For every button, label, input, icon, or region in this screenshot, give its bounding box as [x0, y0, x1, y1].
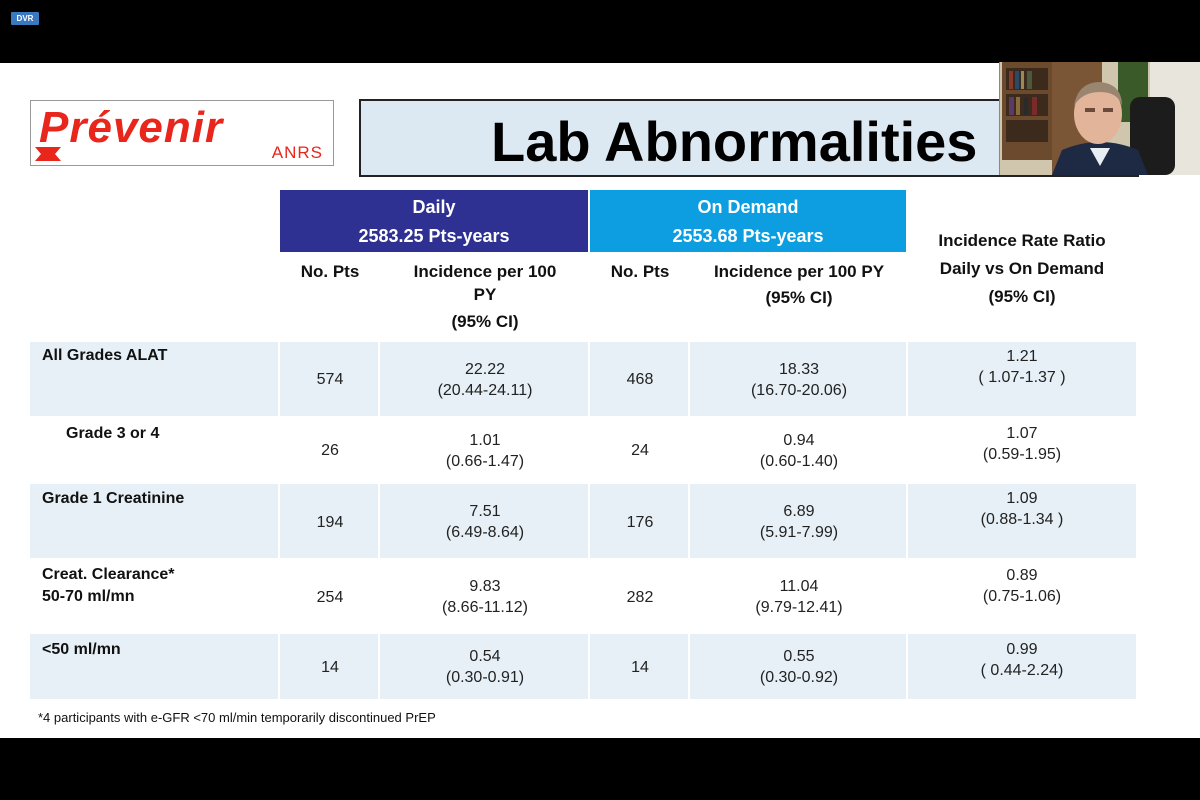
ondemand-incidence: 0.94 (0.60-1.40): [759, 432, 839, 470]
col-header-line: PY: [473, 285, 497, 304]
daily-group-sub: 2583.25 Pts-years: [358, 226, 510, 246]
ondemand-group-sub: 2553.68 Pts-years: [672, 226, 824, 246]
col-header-line: (95% CI): [765, 288, 833, 307]
row-label: <50 ml/mn: [42, 641, 121, 658]
daily-no-pts: 14: [321, 659, 339, 676]
ondemand-group-name: On Demand: [697, 197, 799, 217]
ondemand-no-pts: 282: [626, 589, 654, 606]
ondemand-incidence: 11.04 (9.79-12.41): [755, 578, 843, 616]
col-header-line: Incidence Rate Ratio: [938, 231, 1106, 250]
logo-sub: ANRS: [271, 143, 323, 162]
daily-no-pts: 194: [316, 514, 344, 531]
irr-value: 1.07 (0.59-1.95): [982, 425, 1062, 463]
ondemand-incidence: 0.55 (0.30-0.92): [759, 648, 839, 686]
prevenir-logo: Prévenir ANRS: [30, 100, 334, 166]
ondemand-no-pts: 24: [631, 442, 649, 459]
daily-incidence: 1.01 (0.66-1.47): [445, 432, 525, 470]
daily-incidence: 22.22 (20.44-24.11): [437, 361, 533, 399]
ondemand-incidence: 18.33 (16.70-20.06): [750, 361, 848, 399]
ondemand-group-header: On Demand 2553.68 Pts-years: [590, 190, 906, 252]
ondemand-no-pts: 176: [626, 514, 654, 531]
daily-no-pts: 574: [316, 371, 344, 388]
row-label: Grade 3 or 4: [66, 425, 160, 442]
presentation-slide: Prévenir ANRS Lab Abnormalities Daily 25…: [0, 63, 1200, 738]
col-header-ondemand-incidence: Incidence per 100 PY (95% CI): [692, 260, 906, 309]
daily-incidence: 7.51 (6.49-8.64): [445, 503, 525, 541]
ondemand-no-pts: 14: [631, 659, 649, 676]
col-header-line: Incidence per 100 PY: [713, 262, 885, 281]
logo-word: Prévenir: [39, 103, 224, 152]
dvr-badge: DVR: [11, 12, 39, 25]
daily-incidence: 9.83 (8.66-11.12): [442, 578, 528, 616]
ribbon-icon: [35, 147, 61, 161]
presenter-webcam: [999, 62, 1200, 175]
footnote: *4 participants with e-GFR <70 ml/min te…: [38, 710, 436, 725]
daily-no-pts: 254: [316, 589, 344, 606]
daily-group-name: Daily: [412, 197, 456, 217]
ondemand-no-pts: 468: [626, 371, 654, 388]
irr-value: 0.99( 0.44-2.24): [980, 641, 1064, 679]
col-header-daily-no-pts: No. Pts: [300, 262, 360, 281]
col-header-line: Incidence per 100: [413, 262, 557, 281]
daily-no-pts: 26: [321, 442, 339, 459]
daily-incidence: 0.54 (0.30-0.91): [445, 648, 525, 686]
table-row: [30, 342, 1136, 416]
irr-value: 1.09 (0.88-1.34 ): [980, 490, 1064, 528]
col-header-line: Daily vs On Demand: [939, 259, 1105, 278]
table-row: [30, 634, 1136, 699]
row-label: All Grades ALAT: [42, 347, 168, 364]
col-header-line: (95% CI): [988, 287, 1056, 306]
irr-value: 1.21( 1.07-1.37 ): [978, 348, 1066, 386]
presenter-video-frame: [1000, 62, 1200, 175]
row-label: Creat. Clearance* 50-70 ml/mn: [42, 566, 175, 605]
col-header-line: (95% CI): [451, 312, 519, 331]
ondemand-incidence: 6.89 (5.91-7.99): [759, 503, 839, 541]
slide-title: Lab Abnormalities: [491, 110, 978, 173]
col-header-daily-incidence: Incidence per 100 PY (95% CI): [382, 260, 588, 333]
irr-value: 0.89 (0.75-1.06): [982, 567, 1062, 605]
col-header-ondemand-no-pts: No. Pts: [610, 262, 670, 281]
daily-group-header: Daily 2583.25 Pts-years: [280, 190, 588, 252]
col-header-irr: Incidence Rate Ratio Daily vs On Demand …: [908, 227, 1136, 311]
table-row: [30, 484, 1136, 558]
row-label: Grade 1 Creatinine: [42, 490, 185, 507]
